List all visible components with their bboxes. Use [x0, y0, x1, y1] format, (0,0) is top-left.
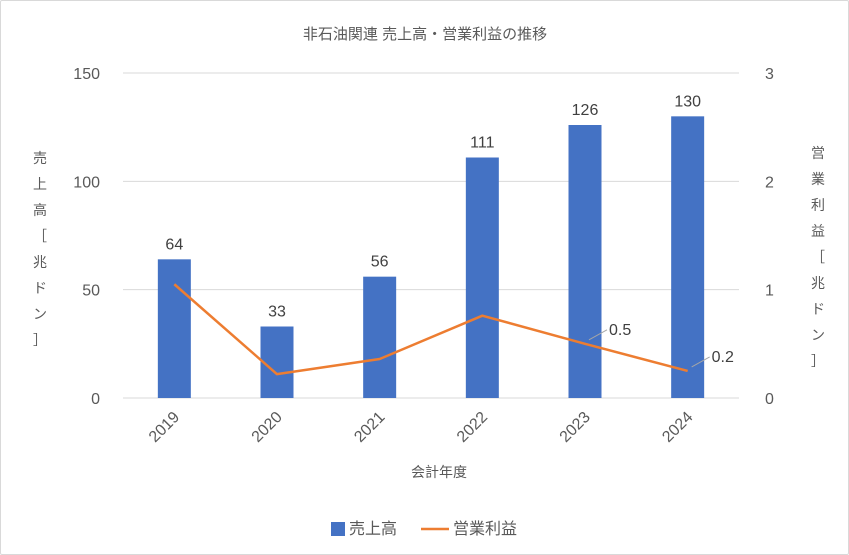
bar: [671, 116, 705, 398]
y2-tick-label: 0: [765, 391, 774, 408]
line-series: [173, 283, 688, 376]
x-tick-label: 2021: [351, 409, 388, 446]
bar-value-label: 130: [674, 93, 701, 110]
line-path: [173, 283, 688, 376]
y2-axis-title-text: 営業利益［兆ドン］: [811, 145, 825, 369]
line-value-label: 0.2: [712, 349, 734, 366]
bar-value-label: 56: [371, 254, 389, 271]
chart-title: 非石油関連 売上高・営業利益の推移: [303, 26, 547, 43]
x-tick-label: 2023: [557, 409, 594, 446]
y-axis-title-text: 売上高［兆ドン］: [33, 150, 47, 348]
x-tick-label: 2022: [454, 409, 491, 446]
bar: [465, 157, 499, 398]
leader-line: [588, 329, 608, 341]
bar: [157, 259, 191, 398]
y-axis-title-left: 売上高［兆ドン］: [33, 150, 47, 348]
y-tick-label: 50: [82, 283, 100, 300]
bar: [568, 125, 602, 398]
y2-tick-label: 3: [765, 66, 774, 83]
legend-label: 営業利益: [453, 520, 517, 538]
y2-tick-label: 1: [765, 283, 774, 300]
x-tick-label: 2024: [659, 409, 696, 446]
y-axis-title-right: 営業利益［兆ドン］: [811, 145, 825, 369]
data-labels: 64 33 56 111 126 130 0.5 0.2: [165, 93, 734, 368]
x-tick-label: 2020: [249, 409, 286, 446]
x-tick-label: 2019: [146, 409, 183, 446]
line-value-label: 0.5: [609, 322, 631, 339]
gridlines: [123, 72, 739, 399]
bar: [260, 326, 294, 398]
bar: [363, 276, 397, 398]
bar-value-label: 111: [470, 135, 494, 152]
bar-value-label: 126: [572, 102, 599, 119]
leader-line: [691, 356, 710, 368]
legend-label: 売上高: [349, 520, 397, 538]
y-tick-label: 100: [73, 174, 100, 191]
y2-tick-label: 2: [765, 174, 774, 191]
y-tick-label: 0: [91, 391, 100, 408]
x-axis-title: 会計年度: [411, 464, 467, 480]
bar-value-label: 64: [165, 236, 183, 253]
legend: 売上高 営業利益: [331, 520, 517, 538]
y-tick-label: 150: [73, 66, 100, 83]
bar-value-label: 33: [268, 304, 286, 321]
bar-series: [157, 116, 705, 398]
legend-swatch-bar: [331, 522, 345, 536]
